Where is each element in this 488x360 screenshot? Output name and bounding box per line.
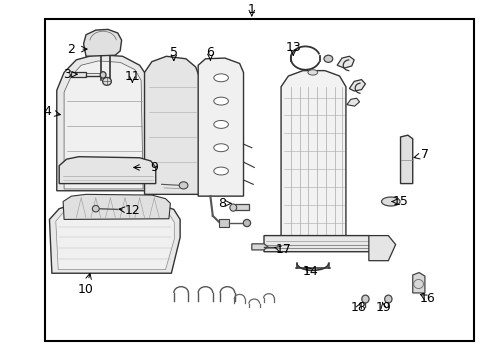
Text: 4: 4 [43, 105, 51, 118]
Ellipse shape [381, 197, 399, 206]
Ellipse shape [213, 167, 228, 175]
Ellipse shape [361, 295, 368, 303]
Polygon shape [400, 135, 412, 184]
Ellipse shape [213, 121, 228, 129]
Ellipse shape [102, 77, 111, 85]
Polygon shape [264, 235, 380, 252]
Polygon shape [251, 244, 267, 250]
Polygon shape [56, 208, 174, 270]
Text: 11: 11 [124, 69, 140, 82]
Polygon shape [57, 54, 149, 191]
Ellipse shape [213, 144, 228, 152]
Text: 19: 19 [375, 301, 390, 314]
Polygon shape [412, 273, 424, 293]
Polygon shape [346, 98, 359, 106]
Text: 7: 7 [420, 148, 428, 161]
Ellipse shape [243, 220, 250, 226]
Polygon shape [144, 56, 199, 194]
Ellipse shape [384, 295, 391, 303]
Polygon shape [198, 58, 243, 196]
Polygon shape [336, 56, 353, 68]
Polygon shape [64, 61, 143, 189]
Ellipse shape [307, 70, 317, 75]
Bar [44, 19, 473, 341]
Text: 5: 5 [169, 46, 178, 59]
Polygon shape [63, 194, 170, 220]
Polygon shape [219, 220, 228, 226]
Polygon shape [71, 72, 86, 77]
Text: 6: 6 [206, 46, 214, 59]
Polygon shape [83, 30, 122, 56]
Text: 17: 17 [275, 243, 291, 256]
Text: 13: 13 [285, 41, 301, 54]
Text: 8: 8 [218, 197, 226, 210]
Polygon shape [59, 157, 156, 184]
Text: 9: 9 [150, 161, 158, 174]
Text: 12: 12 [124, 204, 140, 217]
Polygon shape [49, 203, 180, 273]
Ellipse shape [213, 74, 228, 82]
Polygon shape [348, 80, 365, 91]
Polygon shape [234, 204, 249, 211]
Ellipse shape [179, 182, 187, 189]
Text: 1: 1 [247, 3, 255, 16]
Text: 10: 10 [78, 283, 94, 296]
Ellipse shape [100, 72, 106, 78]
Text: 18: 18 [350, 301, 366, 314]
Polygon shape [281, 71, 345, 237]
Ellipse shape [229, 204, 236, 211]
Text: 14: 14 [302, 265, 318, 278]
Ellipse shape [92, 206, 99, 212]
Ellipse shape [324, 55, 332, 62]
Text: 16: 16 [419, 292, 434, 305]
Polygon shape [368, 235, 395, 261]
Text: 2: 2 [67, 42, 75, 55]
Ellipse shape [213, 97, 228, 105]
Text: 15: 15 [392, 195, 407, 208]
Text: 3: 3 [62, 68, 70, 81]
